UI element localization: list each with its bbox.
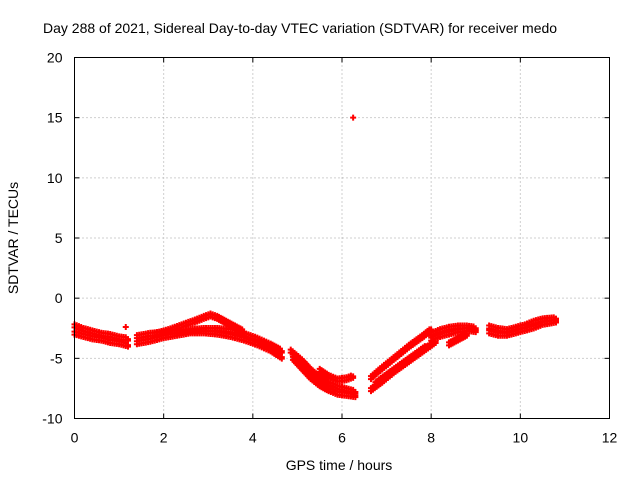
data-point-marker (307, 365, 321, 381)
x-tick-label: 6 (338, 430, 346, 446)
data-point (232, 322, 246, 336)
y-axis-label: SDTVAR / TECUs (5, 182, 21, 294)
data-point (125, 342, 131, 350)
data-point-marker (372, 372, 388, 389)
data-point (267, 345, 283, 361)
x-tick-label: 12 (602, 430, 618, 446)
data-point-marker (539, 316, 557, 328)
y-tick-label: 10 (47, 170, 63, 186)
grid-lines (74, 57, 610, 419)
data-point (316, 373, 330, 387)
data-point (122, 324, 129, 331)
data-point-marker (316, 373, 330, 387)
y-tick-label: -5 (50, 350, 63, 366)
data-point-marker (287, 346, 304, 364)
data-point (254, 339, 272, 354)
data-point-marker (240, 328, 247, 337)
data-point-marker (267, 345, 283, 361)
data-point-marker (278, 354, 285, 362)
data-point-marker (307, 373, 321, 388)
y-tick-label: 15 (47, 110, 63, 126)
data-point (428, 326, 435, 334)
x-tick-label: 8 (427, 430, 435, 446)
data-point-marker (254, 339, 272, 354)
chart-title: Day 288 of 2021, Sidereal Day-to-day VTE… (43, 20, 557, 36)
data-point (423, 343, 430, 351)
data-point-marker (383, 362, 402, 380)
data-point-marker (125, 336, 131, 344)
data-point (472, 327, 479, 336)
y-tick-label: 20 (47, 50, 63, 66)
y-tick-label: 5 (55, 230, 63, 246)
data-point (352, 389, 359, 397)
data-point-marker (367, 365, 384, 383)
data-point (125, 336, 131, 344)
data-point-marker (396, 352, 415, 371)
data-point-marker (463, 331, 470, 339)
data-point (539, 316, 557, 328)
data-point-marker (125, 342, 131, 350)
data-point (379, 354, 397, 373)
data-point-marker (428, 326, 435, 334)
data-point (383, 362, 402, 380)
data-point-marker (392, 343, 410, 362)
data-point-marker (122, 324, 129, 331)
data-point (372, 372, 388, 389)
x-tick-label: 4 (249, 430, 257, 446)
data-point (350, 373, 357, 381)
axis-ticks: 0 2 4 6 8 10 12 -10 -5 0 5 10 15 20 (42, 50, 617, 446)
data-point-marker (350, 114, 357, 121)
data-point (367, 365, 384, 383)
x-axis-label: GPS time / hours (286, 457, 393, 473)
data-point (392, 343, 410, 362)
data-point (240, 328, 247, 337)
data-point (396, 352, 415, 371)
data-point (278, 348, 285, 356)
data-point (307, 373, 321, 388)
data-points (71, 114, 559, 401)
data-point-marker (232, 322, 246, 336)
data-point-marker (352, 389, 359, 397)
data-point-marker (350, 373, 357, 381)
data-point-marker (472, 327, 479, 336)
data-point (463, 331, 470, 339)
data-point (307, 365, 321, 381)
data-point (316, 365, 330, 380)
data-point-marker (379, 354, 397, 373)
data-point-marker (553, 318, 559, 326)
x-tick-label: 0 (71, 430, 79, 446)
x-tick-label: 10 (513, 430, 529, 446)
data-point (405, 333, 424, 351)
y-tick-label: -10 (42, 411, 62, 427)
data-point-marker (278, 348, 285, 356)
y-tick-label: 0 (55, 290, 63, 306)
data-point (278, 354, 285, 362)
data-point (553, 318, 559, 326)
data-point-marker (423, 343, 430, 351)
data-point-marker (405, 333, 424, 351)
plot-frame (74, 57, 610, 419)
x-tick-label: 2 (160, 430, 168, 446)
data-point-marker (316, 365, 330, 380)
data-point (287, 346, 304, 364)
data-point (350, 114, 357, 121)
